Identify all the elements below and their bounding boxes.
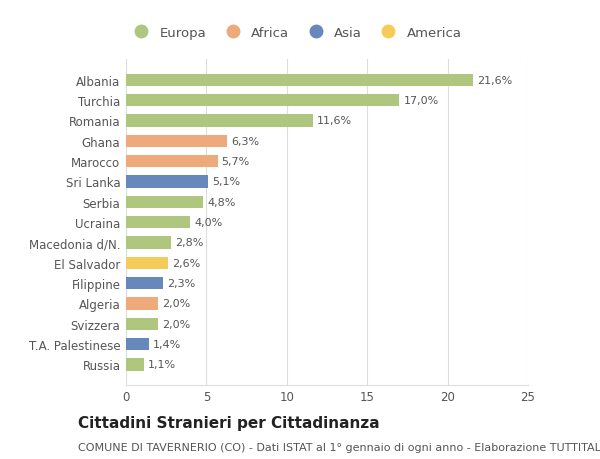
- Bar: [126, 298, 158, 310]
- Text: 6,3%: 6,3%: [232, 136, 259, 146]
- Text: 2,6%: 2,6%: [172, 258, 200, 268]
- Bar: [126, 176, 208, 188]
- Bar: [126, 257, 168, 269]
- Bar: [126, 318, 158, 330]
- Text: 2,8%: 2,8%: [175, 238, 203, 248]
- Text: 11,6%: 11,6%: [317, 116, 352, 126]
- Bar: [126, 95, 400, 107]
- Bar: [126, 237, 171, 249]
- Bar: [126, 338, 149, 351]
- Text: 2,3%: 2,3%: [167, 279, 195, 288]
- Text: 1,1%: 1,1%: [148, 360, 176, 369]
- Text: Cittadini Stranieri per Cittadinanza: Cittadini Stranieri per Cittadinanza: [78, 415, 380, 431]
- Text: 5,1%: 5,1%: [212, 177, 240, 187]
- Bar: [126, 196, 203, 208]
- Text: 1,4%: 1,4%: [152, 339, 181, 349]
- Bar: [126, 74, 473, 87]
- Text: 4,8%: 4,8%: [207, 197, 236, 207]
- Bar: [126, 156, 218, 168]
- Text: 5,7%: 5,7%: [221, 157, 250, 167]
- Bar: [126, 135, 227, 147]
- Text: COMUNE DI TAVERNERIO (CO) - Dati ISTAT al 1° gennaio di ogni anno - Elaborazione: COMUNE DI TAVERNERIO (CO) - Dati ISTAT a…: [78, 442, 600, 452]
- Bar: [126, 358, 143, 371]
- Bar: [126, 115, 313, 127]
- Text: 2,0%: 2,0%: [162, 319, 190, 329]
- Legend: Europa, Africa, Asia, America: Europa, Africa, Asia, America: [125, 24, 464, 42]
- Bar: [126, 217, 190, 229]
- Text: 2,0%: 2,0%: [162, 299, 190, 309]
- Text: 17,0%: 17,0%: [403, 96, 439, 106]
- Text: 4,0%: 4,0%: [194, 218, 223, 228]
- Bar: [126, 277, 163, 290]
- Text: 21,6%: 21,6%: [478, 76, 512, 85]
